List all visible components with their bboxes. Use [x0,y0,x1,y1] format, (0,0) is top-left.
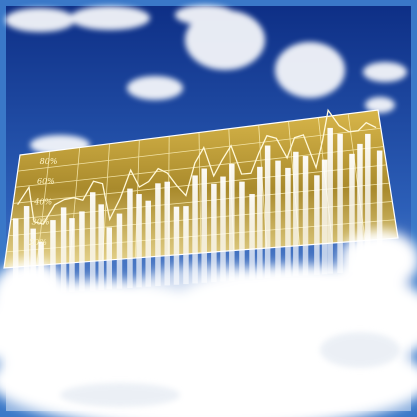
bar [293,151,299,277]
grid-line [15,146,384,188]
bar [257,166,263,279]
bar [145,200,151,287]
bar [285,167,291,277]
bar [164,181,170,286]
grid-line [198,132,202,254]
bar [116,213,123,289]
bar [201,168,207,283]
bar [60,207,67,293]
bar [321,159,328,275]
axis-label: 80% [40,157,58,166]
bar [314,175,320,275]
bar [136,194,142,288]
bar [327,127,333,274]
bar [337,133,343,273]
bar [173,206,180,285]
axis-label: 20% [28,238,47,247]
trend-line [17,108,377,225]
bar [357,143,363,272]
bar [192,175,198,284]
bar [239,181,245,281]
bar [69,218,75,292]
axis-label: 60% [37,177,55,186]
axis-labels: 80% 60% 40% 30% 20% [28,157,58,247]
bar [89,192,96,291]
axis-label: 30% [32,218,50,227]
bar [106,227,113,290]
bar [229,163,235,281]
grid-line [17,127,381,172]
bar [302,156,309,276]
bar [249,194,255,280]
axis-label: 40% [33,197,52,206]
bar [98,204,104,291]
bar [349,153,355,273]
cloud-shadows [60,332,400,407]
bar [183,206,189,285]
bar [275,160,281,278]
bar [12,218,19,296]
bar [127,188,133,289]
bar [23,206,30,296]
sky-clouds [5,5,407,155]
bar [211,183,217,283]
bar [220,176,226,282]
bar [79,211,85,292]
bar [50,220,56,294]
bar [264,145,271,279]
panel-bars [12,127,383,296]
bar [155,183,161,287]
bar [376,150,383,271]
bar [365,133,371,271]
